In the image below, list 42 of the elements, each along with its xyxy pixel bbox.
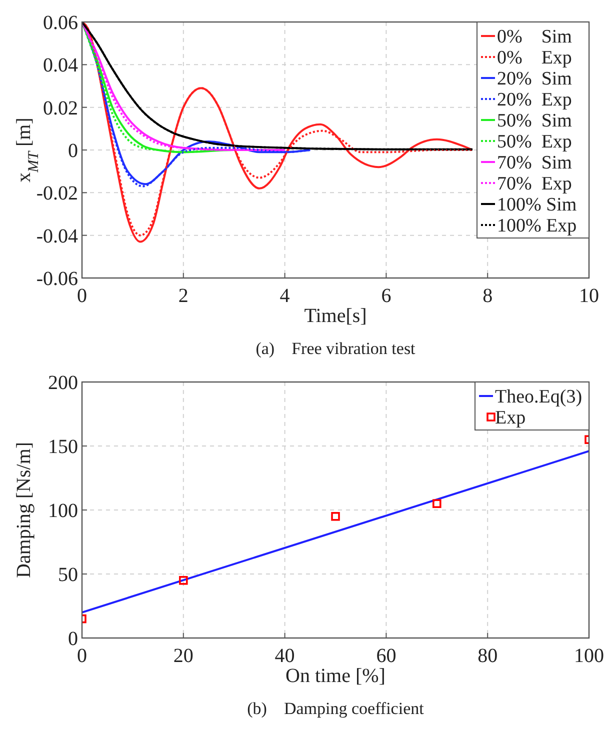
x-tick-label: 100 [574,645,604,667]
legend-label: 50% Sim [497,110,572,132]
y-tick-label: -0.06 [36,268,78,290]
text: (a) Free vibration test [256,339,416,358]
legend-label: 20% Exp [497,90,572,111]
x-tick-label: 10 [579,285,599,307]
y-tick-label: 100 [48,500,78,522]
legend-label: 50% Exp [497,132,572,153]
x-tick-label: 60 [376,645,396,667]
legend-label: Theo.Eq(3) [495,386,582,408]
point [179,576,188,585]
x-tick-label: 80 [478,645,498,667]
y-axis-title: Damping [Ns/m] [13,442,35,578]
legend-label: 70% Sim [497,152,572,174]
legend-label: 100% Exp [497,216,577,237]
y-tick-label: 200 [48,372,78,394]
y-tick-label: 0.04 [43,54,78,77]
legend-label: Exp [495,408,526,429]
y-tick-label: 150 [48,436,78,458]
legend-label: 70% Exp [497,174,572,195]
legend-label: 0% Exp [497,48,572,69]
x-axis-title: On time [%] [286,665,386,687]
y-tick-label: 50 [58,564,78,586]
point [432,499,442,508]
y-tick-label: 0.02 [43,97,78,120]
text: (b) Damping coefficient [247,699,424,718]
x-tick-label: 6 [381,285,392,307]
x-tick-label: 8 [482,285,493,307]
x-tick-label: 20 [173,645,194,667]
x-tick-label: 2 [178,285,188,307]
y-tick-label: -0.02 [36,182,78,205]
y-tick-label: 0.06 [43,12,78,34]
point [331,512,340,521]
x-tick-label: 40 [274,645,295,667]
y-tick-label: 0 [68,140,78,162]
y-tick-label: 0 [68,628,78,650]
y-tick-label: -0.04 [36,225,78,248]
legend-label: 20% Sim [497,68,572,90]
legend-label: 100% Sim [497,194,577,216]
legend-label: 0% Sim [497,26,572,48]
x-axis-title: Time[s] [304,305,367,327]
x-tick-label: 4 [280,285,290,307]
